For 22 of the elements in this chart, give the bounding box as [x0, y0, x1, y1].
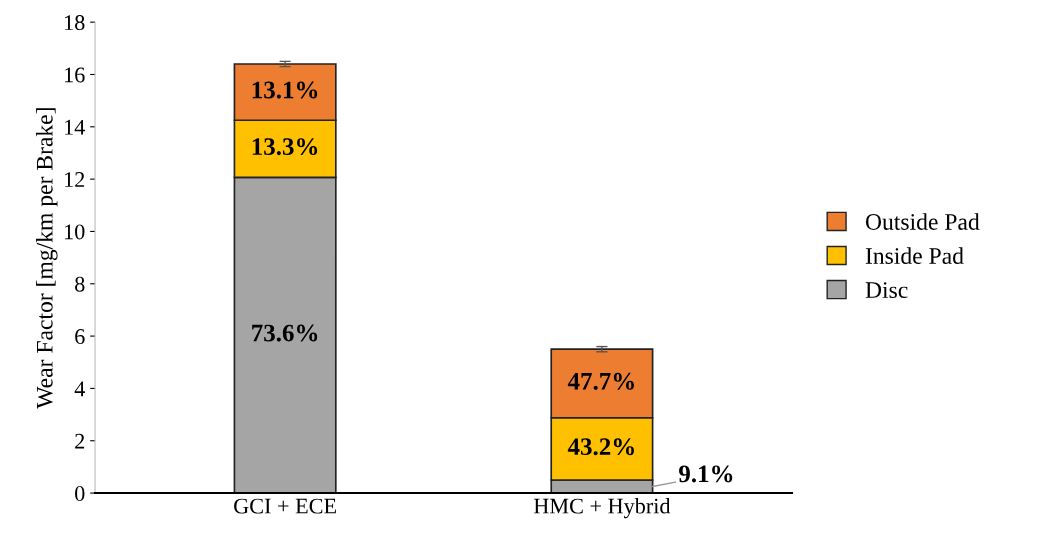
y-tick-label: 18 — [65, 15, 85, 31]
y-tick-label: 12 — [65, 172, 85, 187]
y-tick-label: 16 — [65, 67, 85, 83]
annotation: 47.7% — [567, 372, 634, 390]
legend-label: Outside Pad — [865, 213, 980, 230]
y-tick-label: 14 — [65, 119, 85, 135]
y-axis-title: Wear Factor [mg/km per Brake] — [36, 108, 58, 409]
y-tick-label: 6 — [75, 329, 85, 345]
annotation: 43.2% — [567, 438, 634, 456]
y-tick-label: 0 — [75, 485, 85, 501]
y-tick-label: 4 — [74, 381, 85, 397]
annotation: 9.1% — [679, 465, 733, 483]
x-tick-label: GCI + ECE — [234, 498, 336, 514]
legend-label: Disc — [865, 282, 908, 299]
y-tick-label: 8 — [75, 276, 85, 292]
legend-label: Inside Pad — [865, 247, 964, 264]
y-tick-label: 2 — [75, 433, 85, 449]
annotation: 13.3% — [252, 138, 318, 156]
x-tick-label: HMC + Hybrid — [533, 497, 671, 519]
y-tick-label: 10 — [65, 224, 85, 240]
annotation: 13.1% — [252, 81, 318, 99]
annotation: 73.6% — [252, 324, 318, 342]
